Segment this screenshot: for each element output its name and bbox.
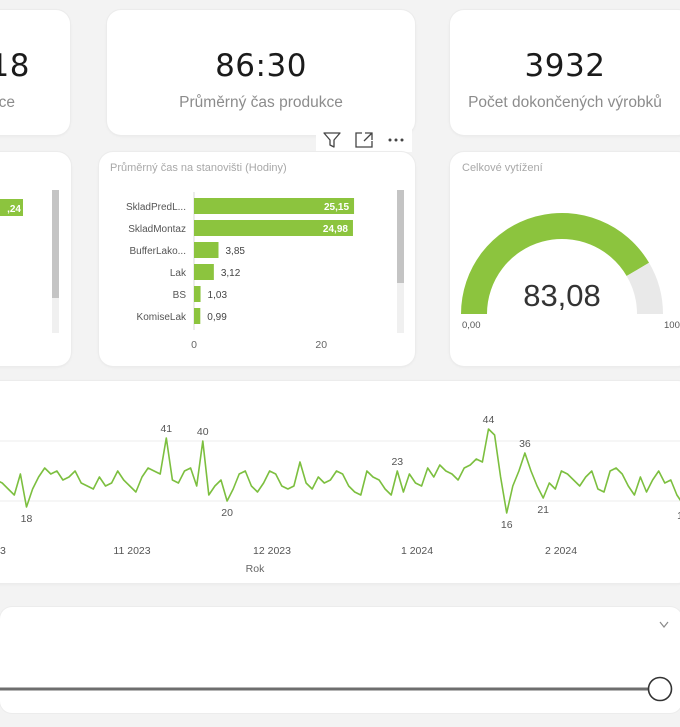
bar[interactable] (194, 242, 219, 258)
x-tick-label: 11 2023 (113, 545, 150, 557)
gauge-title: Celkové vytížení (462, 162, 543, 174)
gauge-max-label: 100 (664, 320, 680, 331)
data-point-label: 40 (197, 426, 209, 438)
slicer-card (0, 607, 680, 713)
gauge-min-label: 0,00 (462, 320, 481, 331)
bar[interactable] (194, 286, 201, 302)
kpi-label: Průměrný čas produkce (179, 94, 343, 111)
more-options-icon (388, 138, 404, 142)
x-tick-label: 3 (0, 545, 6, 557)
bar-category-label: BufferLako... (129, 246, 186, 257)
bar-category-label: SkladMontaz (128, 224, 186, 235)
gauge-value: 83,08 (523, 278, 601, 313)
bar-value-label: 25,15 (324, 202, 349, 213)
focus-mode-button[interactable] (348, 128, 380, 152)
chevron-down-icon[interactable] (659, 621, 669, 628)
kpi-label: ce (0, 94, 15, 111)
data-point-label: 20 (221, 507, 233, 519)
trend-series-line[interactable] (0, 428, 680, 514)
data-point-label: 18 (21, 513, 33, 525)
x-tick-label: 12 2023 (253, 545, 291, 557)
gauge-card: Celkové vytížení 83,08 0,00 100 (450, 152, 680, 366)
bar-category-label: SkladPredL... (126, 202, 186, 213)
kpi-value: 18 (0, 48, 30, 84)
bar[interactable] (194, 264, 214, 280)
focus-mode-icon (355, 132, 373, 148)
data-point-label: 21 (537, 504, 549, 516)
data-point-label: 16 (501, 519, 513, 531)
gauge-fill[interactable] (461, 213, 650, 314)
partial-bar (0, 199, 23, 216)
data-point-label: 41 (160, 423, 172, 435)
filter-icon (323, 132, 341, 148)
line-chart-card: 18 41 40 20 23 44 16 36 21 19 3 11 2023 12 2023 1 202… (0, 381, 680, 583)
bar-chart-card: Průměrný čas na stanovišti (Hodiny) Skla… (99, 152, 415, 366)
data-point-label: 44 (483, 414, 495, 426)
visual-header-toolbar (316, 128, 412, 152)
x-tick-label: 20 (315, 339, 327, 351)
bar-value-label: 24,98 (323, 224, 348, 235)
bar-value-label: 3,85 (226, 246, 246, 257)
bar-value-label: 1,03 (208, 290, 228, 301)
bar-value-label: 3,12 (221, 268, 241, 279)
kpi-value: 3932 (524, 48, 606, 84)
data-point-label: 36 (519, 438, 531, 450)
bar[interactable] (194, 308, 201, 324)
avg-time-bar-chart: SkladPredL... 25,15 SkladMontaz 24,98 Buffer… (126, 190, 404, 351)
bar-value-label: 0,99 (207, 312, 227, 323)
kpi-card-finished-products: 3932 Počet dokončených výrobků (450, 10, 680, 135)
bar[interactable] (194, 220, 353, 236)
kpi-card-avg-production-time: 86:30 Průměrný čas produkce (107, 10, 415, 135)
bar-category-label: BS (173, 290, 187, 301)
x-tick-label: 1 2024 (401, 545, 433, 557)
date-range-slider (0, 621, 673, 702)
slider-handle[interactable] (647, 676, 673, 702)
partial-bar-chart-card: ,24 (0, 152, 71, 366)
partial-bar-chart: ,24 (0, 190, 59, 333)
bar[interactable] (194, 198, 355, 214)
chart-title: Průměrný čas na stanovišti (Hodiny) (110, 162, 287, 174)
scrollbar-thumb[interactable] (397, 190, 404, 283)
data-point-label: 23 (391, 456, 403, 468)
bar-category-label: Lak (170, 268, 187, 279)
kpi-label: Počet dokončených výrobků (468, 94, 662, 111)
scrollbar-thumb[interactable] (52, 190, 59, 298)
bar-category-label: KomiseLak (137, 312, 187, 323)
x-tick-label: 0 (191, 339, 197, 351)
x-axis-label: Rok (246, 563, 265, 575)
kpi-value: 86:30 (215, 48, 307, 84)
partial-bar-label: ,24 (7, 204, 21, 215)
x-tick-label: 2 2024 (545, 545, 577, 557)
gauge-remainder[interactable] (626, 262, 663, 314)
filter-button[interactable] (316, 128, 348, 152)
utilization-gauge: 83,08 0,00 100 (461, 213, 680, 331)
more-options-button[interactable] (380, 128, 412, 152)
trend-line-chart: 18 41 40 20 23 44 16 36 21 19 3 11 2023 12 2023 1 202… (0, 414, 680, 575)
data-point-label: 19 (677, 510, 680, 522)
kpi-card-production: 18 ce (0, 10, 70, 135)
